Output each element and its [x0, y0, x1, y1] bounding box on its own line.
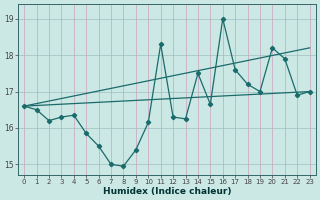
- X-axis label: Humidex (Indice chaleur): Humidex (Indice chaleur): [103, 187, 231, 196]
